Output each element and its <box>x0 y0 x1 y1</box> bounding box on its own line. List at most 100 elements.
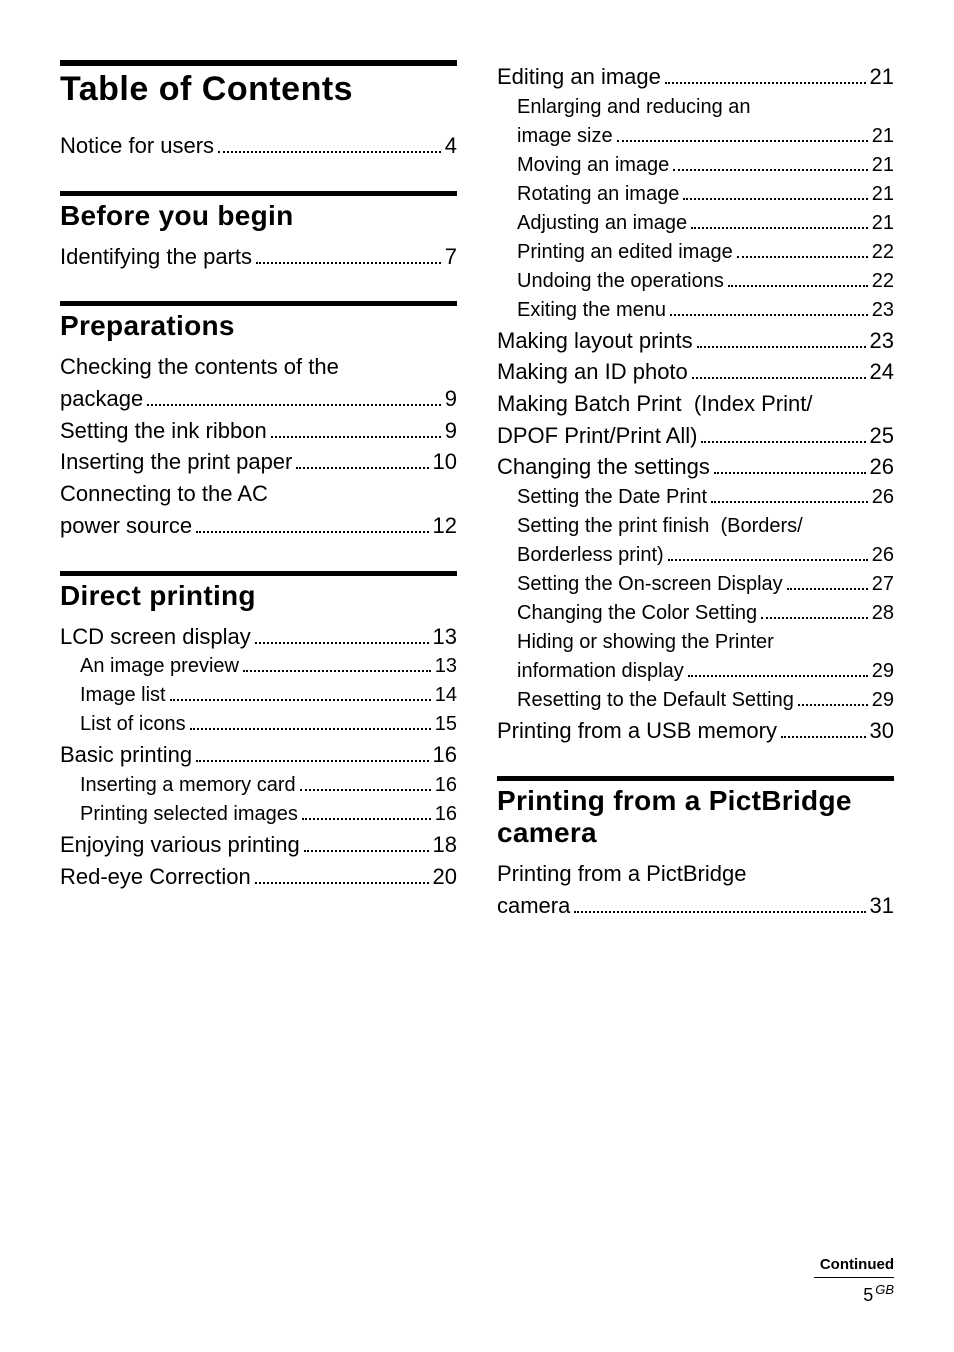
toc-entry-label: Printing from a USB memory <box>497 716 777 746</box>
toc-entry: List of icons15 <box>80 711 457 738</box>
toc-entry-page: 4 <box>445 131 457 161</box>
toc-entry-page: 24 <box>870 357 894 387</box>
toc-entry: Making layout prints23 <box>497 326 894 356</box>
toc-entry: Identifying the parts7 <box>60 242 457 272</box>
toc-entry-page: 20 <box>433 862 457 892</box>
left-entries: Notice for users4Before you beginIdentif… <box>60 131 457 891</box>
toc-leader-dots <box>683 187 867 200</box>
toc-entry-label: Changing the settings <box>497 452 710 482</box>
toc-entry: DPOF Print/Print All)25 <box>497 421 894 451</box>
toc-leader-dots <box>304 838 429 852</box>
toc-entry-label: Setting the Date Print <box>517 484 707 511</box>
toc-entry: Rotating an image 21 <box>517 181 894 208</box>
toc-entry: Resetting to the Default Setting29 <box>517 687 894 714</box>
toc-entry-label: image size <box>517 123 613 150</box>
gap <box>60 163 457 191</box>
toc-entry-page: 18 <box>433 830 457 860</box>
toc-entry-line: Checking the contents of the <box>60 352 457 382</box>
toc-entry-page: 27 <box>872 571 894 598</box>
toc-leader-dots <box>670 303 868 316</box>
toc-entry-page: 26 <box>872 484 894 511</box>
toc-leader-dots <box>673 158 867 171</box>
toc-leader-dots <box>170 688 431 701</box>
toc-leader-dots <box>701 429 865 443</box>
toc-entry: Enjoying various printing 18 <box>60 830 457 860</box>
toc-leader-dots <box>617 129 868 142</box>
page-number: 5GB <box>814 1282 894 1306</box>
toc-entry-label: Setting the On-screen Display <box>517 571 783 598</box>
toc-leader-dots <box>787 577 868 590</box>
toc-entry: Changing the settings 26 <box>497 452 894 482</box>
toc-leader-dots <box>691 216 868 229</box>
toc-leader-dots <box>147 392 441 406</box>
toc-leader-dots <box>798 693 868 706</box>
gap <box>60 273 457 301</box>
toc-entry: Moving an image21 <box>517 152 894 179</box>
toc-entry: Notice for users4 <box>60 131 457 161</box>
toc-leader-dots <box>190 717 431 730</box>
toc-leader-dots <box>692 365 866 379</box>
toc-entry-page: 9 <box>445 416 457 446</box>
toc-entry-page: 21 <box>872 210 894 237</box>
toc-leader-dots <box>737 245 868 258</box>
continued-label: Continued <box>814 1256 894 1273</box>
toc-entry-label: Setting the ink ribbon <box>60 416 267 446</box>
toc-leader-dots <box>728 274 868 287</box>
toc-entry: LCD screen display13 <box>60 622 457 652</box>
toc-entry: Setting the Date Print 26 <box>517 484 894 511</box>
toc-entry-label: power source <box>60 511 192 541</box>
section-heading: Preparations <box>60 310 457 342</box>
toc-entry-label: Making an ID photo <box>497 357 688 387</box>
toc-leader-dots <box>714 460 866 474</box>
section-heading: Printing from a PictBridge camera <box>497 785 894 849</box>
toc-entry-page: 23 <box>872 297 894 324</box>
toc-entry-label: Rotating an image <box>517 181 679 208</box>
toc-entry: package9 <box>60 384 457 414</box>
toc-entry-page: 21 <box>872 181 894 208</box>
toc-entry-page: 26 <box>870 452 894 482</box>
toc-entry: Adjusting an image 21 <box>517 210 894 237</box>
toc-entry-label: List of icons <box>80 711 186 738</box>
toc-entry-line: Connecting to the AC <box>60 479 457 509</box>
toc-entry-page: 22 <box>872 268 894 295</box>
footer-rule <box>814 1277 894 1278</box>
toc-entry-label: Adjusting an image <box>517 210 687 237</box>
toc-entry-page: 13 <box>433 622 457 652</box>
toc-entry-label: Printing an edited image <box>517 239 733 266</box>
toc-entry: image size 21 <box>517 123 894 150</box>
toc-entry-label: Checking the contents of the <box>60 352 339 382</box>
toc-entry-page: 25 <box>870 421 894 451</box>
toc-entry-label: Borderless print) <box>517 542 664 569</box>
toc-entry: Undoing the operations22 <box>517 268 894 295</box>
toc-leader-dots <box>688 664 868 677</box>
toc-entry-line: Making Batch Print (Index Print/ <box>497 389 894 419</box>
toc-entry-page: 22 <box>872 239 894 266</box>
toc-entry: Borderless print) 26 <box>517 542 894 569</box>
toc-entry: An image preview13 <box>80 653 457 680</box>
toc-entry-label: Connecting to the AC <box>60 479 268 509</box>
toc-entry-label: Enjoying various printing <box>60 830 300 860</box>
toc-entry-page: 13 <box>435 653 457 680</box>
toc-entry-label: Basic printing <box>60 740 192 770</box>
toc-entry-page: 21 <box>870 62 894 92</box>
toc-leader-dots <box>271 424 441 438</box>
toc-leader-dots <box>300 778 431 791</box>
toc-entry-page: 21 <box>872 123 894 150</box>
toc-entry-label: Changing the Color Setting <box>517 600 757 627</box>
toc-entry-page: 7 <box>445 242 457 272</box>
toc-entry: Printing an edited image 22 <box>517 239 894 266</box>
toc-entry-page: 26 <box>872 542 894 569</box>
toc-entry-line: Setting the print finish (Borders/ <box>517 513 894 540</box>
toc-entry-page: 30 <box>870 716 894 746</box>
page: Table of Contents Notice for users4Befor… <box>0 0 954 1352</box>
toc-entry-label: Editing an image <box>497 62 661 92</box>
toc-entry-label: camera <box>497 891 570 921</box>
toc-entry: Basic printing16 <box>60 740 457 770</box>
toc-leader-dots <box>243 659 431 672</box>
toc-entry-page: 16 <box>435 772 457 799</box>
toc-entry-label: information display <box>517 658 684 685</box>
toc-entry: Image list14 <box>80 682 457 709</box>
toc-leader-dots <box>255 629 429 643</box>
section-rule <box>497 776 894 781</box>
toc-entry-page: 31 <box>870 891 894 921</box>
